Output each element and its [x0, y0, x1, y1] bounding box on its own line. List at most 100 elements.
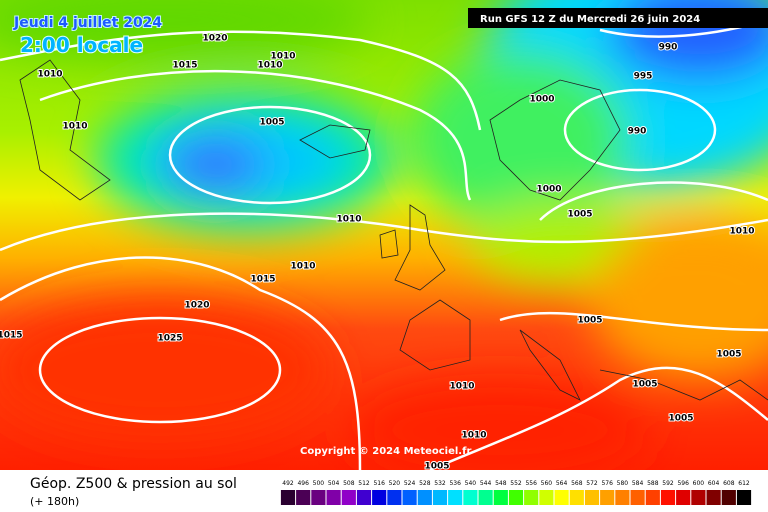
scale-tick-label: 584: [632, 480, 644, 487]
isobar-label: 1000: [536, 185, 561, 195]
scale-swatch: [569, 490, 584, 505]
scale-swatch: [493, 490, 508, 505]
isobar-label: 1015: [250, 275, 275, 285]
forecast-date: Jeudi 4 juillet 2024: [13, 15, 162, 31]
scale-tick-label: 580: [617, 480, 629, 487]
isobar-label: 1005: [668, 414, 693, 424]
isobar-label: 995: [634, 72, 653, 82]
scale-tick-label: 596: [677, 480, 689, 487]
scale-tick-label: 612: [738, 480, 750, 487]
scale-tick-label: 564: [556, 480, 568, 487]
scale-swatch: [630, 490, 645, 505]
scale-swatch: [448, 490, 463, 505]
isobar-label: 1010: [257, 61, 282, 71]
scale-tick-label: 508: [343, 480, 355, 487]
scale-swatch: [736, 490, 752, 505]
scale-swatch: [676, 490, 691, 505]
isobar-label: 1005: [567, 210, 592, 220]
scale-tick-label: 568: [571, 480, 583, 487]
scale-tick-label: 540: [465, 480, 477, 487]
scale-swatch: [508, 490, 524, 505]
scale-swatch: [280, 490, 296, 505]
scale-tick-label: 560: [541, 480, 553, 487]
isobar-label: 1010: [290, 262, 315, 272]
isobar-label: 1000: [529, 95, 554, 105]
run-box: [468, 8, 768, 28]
scale-tick-label: 600: [693, 480, 705, 487]
isobar-label: 1025: [157, 334, 182, 344]
isobar-label: 1010: [729, 227, 754, 237]
copyright: Copyright © 2024 Meteociel.fr: [300, 446, 471, 457]
legend-subtitle: (+ 180h): [30, 495, 79, 508]
scale-tick-label: 588: [647, 480, 659, 487]
isobar-label: 1005: [632, 380, 657, 390]
isobar-label: 1010: [461, 431, 486, 441]
scale-swatch: [356, 490, 372, 505]
scale-swatch: [463, 490, 478, 505]
scale-swatch: [615, 490, 630, 505]
isobar-label: 1005: [424, 462, 449, 472]
scale-tick-label: 548: [495, 480, 507, 487]
scale-tick-label: 608: [723, 480, 735, 487]
isobar-label: 1005: [259, 118, 284, 128]
isobar-label: 1020: [184, 301, 209, 311]
isobar-label: 1005: [577, 316, 602, 326]
scale-swatch: [660, 490, 676, 505]
scale-swatch: [341, 490, 356, 505]
legend-title: Géop. Z500 & pression au sol: [30, 476, 237, 492]
scale-swatch: [706, 490, 721, 505]
scale-swatch: [584, 490, 600, 505]
scale-tick-label: 604: [708, 480, 720, 487]
scale-swatch: [645, 490, 660, 505]
scale-tick-label: 492: [282, 480, 294, 487]
scale-swatch: [372, 490, 387, 505]
scale-tick-label: 576: [601, 480, 613, 487]
scale-tick-label: 504: [328, 480, 340, 487]
isobar-label: 1015: [172, 61, 197, 71]
scale-tick-label: 592: [662, 480, 674, 487]
isobar-label: 990: [659, 43, 678, 53]
scale-tick-label: 496: [297, 480, 309, 487]
scale-swatch: [691, 490, 706, 505]
scale-swatch: [402, 490, 417, 505]
scale-swatch: [539, 490, 554, 505]
run-info: Run GFS 12 Z du Mercredi 26 juin 2024: [480, 14, 700, 25]
scale-tick-label: 512: [358, 480, 370, 487]
scale-tick-label: 536: [449, 480, 461, 487]
scale-swatch: [478, 490, 493, 505]
scale-swatch: [326, 490, 341, 505]
scale-tick-label: 520: [389, 480, 401, 487]
scale-tick-label: 524: [404, 480, 416, 487]
isobar-label: 990: [628, 127, 647, 137]
isobar-label: 1015: [0, 331, 23, 341]
scale-swatch: [387, 490, 402, 505]
isobar-label: 1010: [449, 382, 474, 392]
scale-tick-label: 552: [510, 480, 522, 487]
scale-swatch: [417, 490, 432, 505]
isobar-label: 1010: [270, 52, 295, 62]
isobar-label: 1010: [62, 122, 87, 132]
scale-swatch: [432, 490, 448, 505]
scale-tick-label: 544: [480, 480, 492, 487]
scale-swatch: [524, 490, 539, 505]
isobar-label: 1010: [37, 70, 62, 80]
scale-tick-label: 528: [419, 480, 431, 487]
scale-tick-label: 500: [313, 480, 325, 487]
scale-swatch: [721, 490, 736, 505]
scale-swatch: [554, 490, 569, 505]
scale-tick-label: 572: [586, 480, 598, 487]
isobar-label: 1020: [202, 34, 227, 44]
scale-tick-label: 532: [434, 480, 446, 487]
forecast-time: 2:00 locale: [20, 33, 143, 57]
scale-swatch: [311, 490, 326, 505]
scale-swatch: [296, 490, 311, 505]
scale-swatch: [600, 490, 615, 505]
map-background: [0, 0, 768, 480]
scale-tick-label: 516: [373, 480, 385, 487]
isobar-label: 1010: [336, 215, 361, 225]
isobar-label: 1005: [716, 350, 741, 360]
color-scale: 492 496 500 504 508 512 516 520 524 528 532 536 540 5…: [280, 480, 752, 505]
scale-tick-label: 556: [525, 480, 537, 487]
